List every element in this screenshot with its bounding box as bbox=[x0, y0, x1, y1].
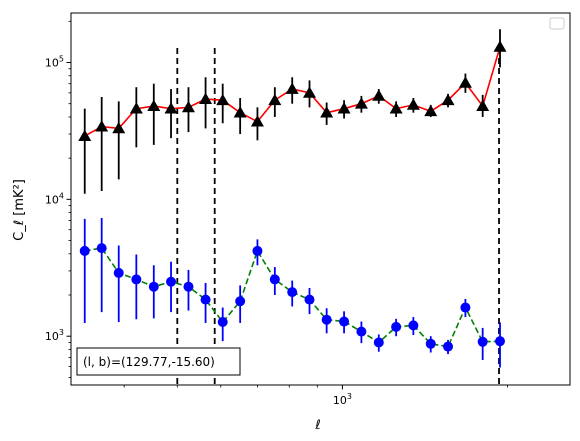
plot-area bbox=[78, 29, 507, 385]
series-1-point-14 bbox=[321, 314, 332, 325]
series-0-point-2 bbox=[112, 121, 126, 134]
series-0-point-10 bbox=[250, 115, 264, 127]
series-1-point-17 bbox=[373, 337, 384, 348]
series-1-point-24 bbox=[495, 336, 506, 347]
series-0-point-6 bbox=[181, 100, 195, 113]
series-1-point-21 bbox=[443, 341, 454, 352]
series-1-point-13 bbox=[304, 294, 315, 305]
annotation-box: (l, b)=(129.77,-15.60) bbox=[76, 347, 241, 376]
x-tick-label-0: 103 bbox=[333, 392, 352, 407]
series-0-point-21 bbox=[441, 93, 455, 106]
series-0-point-19 bbox=[406, 98, 420, 110]
y-tick-label-0: 103 bbox=[45, 328, 64, 343]
series-0-point-20 bbox=[424, 104, 438, 117]
series-1-point-4 bbox=[148, 281, 159, 292]
series-1-point-2 bbox=[113, 267, 124, 278]
series-0-point-23 bbox=[476, 99, 490, 112]
series-0-point-9 bbox=[233, 106, 247, 118]
series-1-point-11 bbox=[269, 274, 280, 285]
series-1-point-7 bbox=[200, 294, 211, 305]
y-tick-label-2: 105 bbox=[45, 55, 64, 70]
series-0-point-17 bbox=[372, 89, 386, 101]
series-0-point-16 bbox=[354, 97, 368, 109]
x-axis-label: ℓ bbox=[314, 418, 320, 433]
y-axis-label: C_ℓ [mK²] bbox=[12, 179, 27, 241]
axis-ticks: 103 103 104 105 bbox=[45, 20, 508, 407]
annotation-text: (l, b)=(129.77,-15.60) bbox=[83, 355, 215, 369]
series-0-point-14 bbox=[320, 106, 334, 118]
series-1-point-19 bbox=[408, 320, 419, 331]
series-0-point-11 bbox=[268, 93, 282, 106]
series-1-point-23 bbox=[477, 336, 488, 347]
series-0-point-4 bbox=[147, 99, 161, 112]
series-1-point-0 bbox=[79, 245, 90, 256]
series-0-point-18 bbox=[389, 102, 403, 114]
series-1-point-18 bbox=[391, 321, 402, 332]
y-tick-label-1: 104 bbox=[45, 191, 64, 206]
series-1-point-22 bbox=[460, 302, 471, 313]
series-1-point-16 bbox=[356, 326, 367, 337]
series-1-point-10 bbox=[252, 245, 263, 256]
series-1-point-5 bbox=[166, 276, 177, 287]
series-0-point-13 bbox=[303, 86, 317, 98]
legend-box[interactable] bbox=[549, 17, 565, 30]
series-0-point-7 bbox=[199, 92, 213, 105]
series-0-point-15 bbox=[337, 102, 351, 114]
series-0-point-12 bbox=[285, 82, 299, 94]
series-0-point-3 bbox=[129, 102, 143, 114]
series-0-point-1 bbox=[95, 120, 109, 132]
series-1-point-15 bbox=[339, 316, 350, 327]
series-0-point-5 bbox=[164, 102, 178, 114]
series-1-point-12 bbox=[287, 287, 298, 298]
series-1-point-3 bbox=[131, 274, 142, 285]
series-1-point-20 bbox=[425, 338, 436, 349]
series-0-point-0 bbox=[78, 129, 92, 141]
series-1-point-6 bbox=[183, 281, 194, 292]
series-1-point-8 bbox=[217, 317, 228, 328]
series-0-point-22 bbox=[458, 76, 472, 88]
series-1-point-9 bbox=[235, 296, 246, 307]
series-0-point-24 bbox=[493, 40, 507, 52]
series-0-point-8 bbox=[216, 93, 230, 106]
series-1-point-1 bbox=[96, 243, 107, 254]
